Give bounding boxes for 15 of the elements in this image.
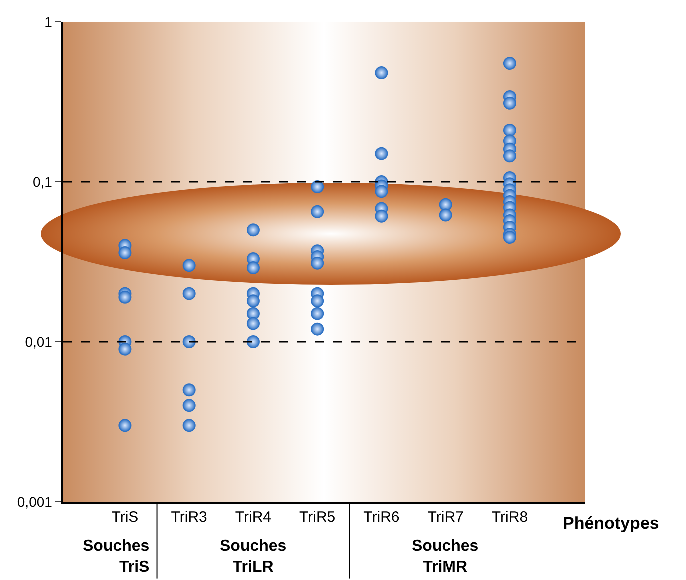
text: Souches TriLR <box>220 538 287 576</box>
x-tick-label: TriS <box>112 508 139 526</box>
x-axis-title: Phénotypes <box>563 514 660 533</box>
x-tick-label: TriR6 <box>364 508 400 526</box>
text: Souches TriMR <box>412 538 479 576</box>
x-tick-label: TriR3 <box>171 508 208 526</box>
text: Souches TriS <box>83 538 150 576</box>
x-tick-label: TriR5 <box>300 508 336 526</box>
x-tick-label: TriR7 <box>428 508 464 526</box>
y-tick-label: 0,001 <box>17 494 53 510</box>
y-tick-label: 0,1 <box>32 174 53 190</box>
y-tick-label: 1 <box>44 14 53 30</box>
x-tick-label: TriR4 <box>235 508 272 526</box>
y-tick-label: 0,01 <box>25 334 53 350</box>
x-tick-label: TriR8 <box>492 508 528 526</box>
